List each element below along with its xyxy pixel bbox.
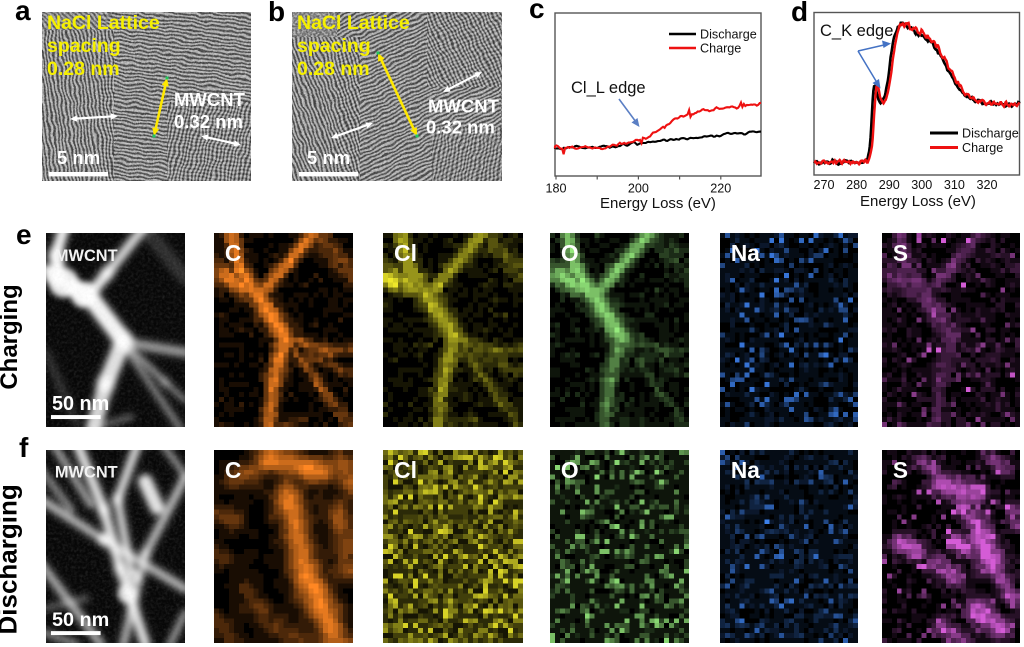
svg-text:180: 180	[545, 182, 566, 196]
svg-text:0.32 nm: 0.32 nm	[426, 117, 495, 138]
svg-text:Energy Loss (eV): Energy Loss (eV)	[600, 195, 716, 212]
svg-text:280: 280	[846, 178, 867, 192]
svg-text:MWCNT: MWCNT	[55, 247, 118, 265]
svg-text:220: 220	[710, 182, 731, 196]
svg-text:200: 200	[628, 182, 649, 196]
svg-text:0.28 nm: 0.28 nm	[297, 58, 370, 80]
svg-text:S: S	[893, 240, 908, 266]
svg-text:Energy Loss (eV): Energy Loss (eV)	[860, 193, 976, 210]
svg-text:Na: Na	[731, 457, 760, 483]
svg-text:NaCl Lattice: NaCl Lattice	[47, 12, 160, 34]
svg-text:0.28 nm: 0.28 nm	[47, 58, 120, 80]
svg-text:C_K edge: C_K edge	[820, 22, 893, 40]
svg-text:Cl_L edge: Cl_L edge	[571, 79, 646, 97]
svg-text:Cl: Cl	[394, 240, 417, 266]
svg-text:300: 300	[911, 178, 932, 192]
svg-text:310: 310	[944, 178, 965, 192]
svg-text:Discharge: Discharge	[962, 127, 1019, 141]
svg-text:C: C	[225, 457, 241, 483]
svg-text:5 nm: 5 nm	[307, 147, 350, 168]
svg-text:Discharge: Discharge	[700, 28, 757, 42]
svg-text:S: S	[893, 457, 908, 483]
svg-text:320: 320	[976, 178, 997, 192]
svg-text:Cl: Cl	[394, 457, 417, 483]
svg-text:MWCNT: MWCNT	[174, 89, 246, 110]
svg-text:spacing: spacing	[297, 35, 371, 57]
svg-text:Charge: Charge	[700, 42, 741, 56]
svg-text:Charge: Charge	[962, 141, 1003, 155]
svg-text:0.32 nm: 0.32 nm	[174, 111, 243, 132]
svg-text:5 nm: 5 nm	[57, 147, 100, 168]
svg-text:NaCl Lattice: NaCl Lattice	[297, 12, 410, 34]
svg-text:Na: Na	[731, 240, 760, 266]
svg-text:C: C	[225, 240, 241, 266]
svg-text:MWCNT: MWCNT	[428, 96, 500, 117]
svg-text:270: 270	[813, 178, 834, 192]
svg-text:O: O	[561, 240, 579, 266]
svg-text:MWCNT: MWCNT	[55, 464, 118, 482]
svg-text:50 nm: 50 nm	[52, 393, 109, 415]
svg-text:O: O	[561, 457, 579, 483]
svg-text:290: 290	[879, 178, 900, 192]
svg-text:50 nm: 50 nm	[52, 609, 109, 631]
svg-text:spacing: spacing	[47, 35, 121, 57]
